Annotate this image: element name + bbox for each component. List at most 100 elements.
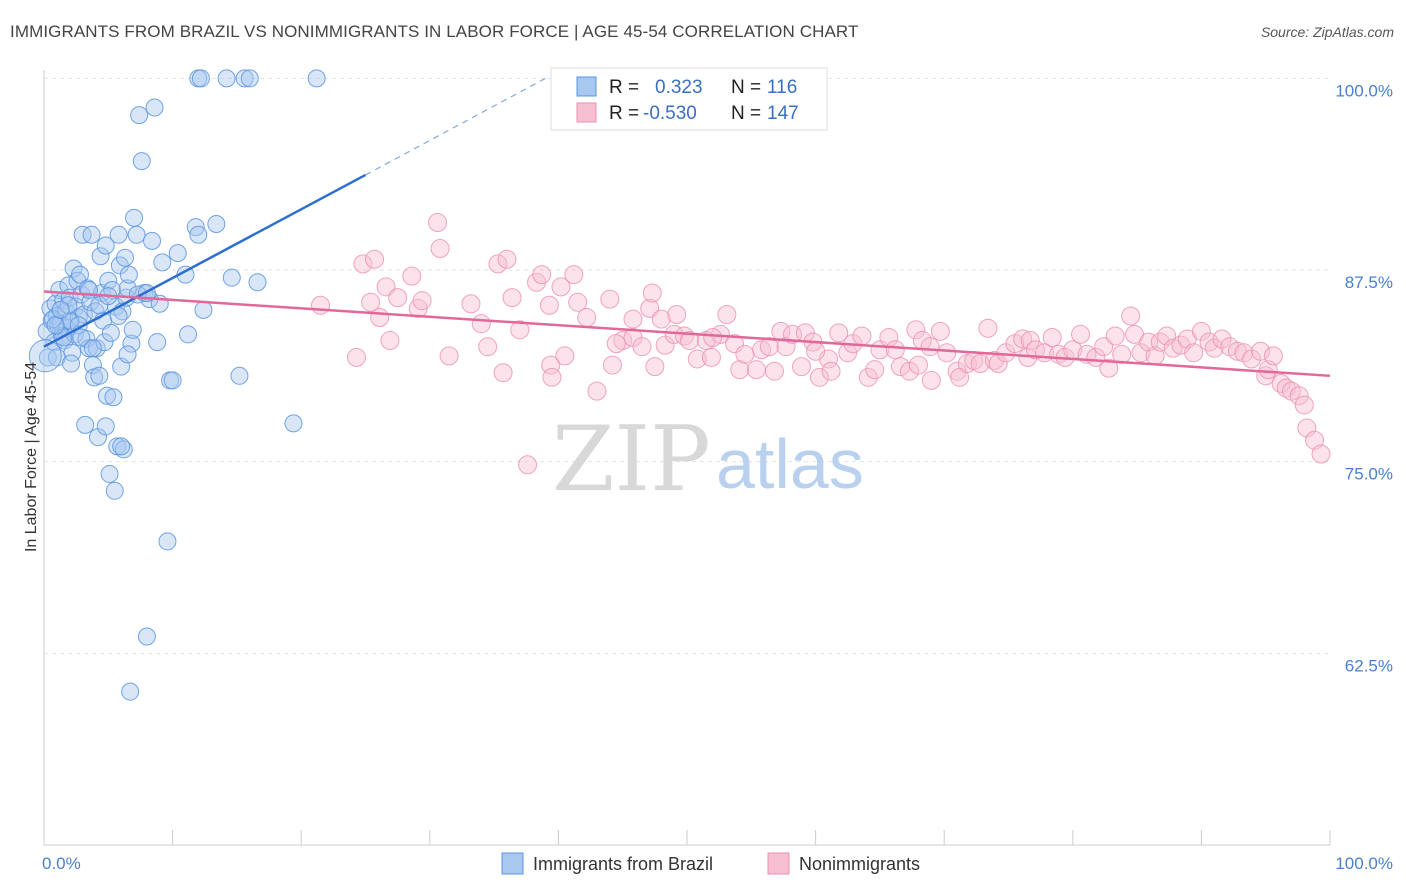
legend-swatch-pink: [576, 102, 597, 123]
legend-swatch-pink: [767, 852, 790, 875]
data-point-nonimmigrants: [746, 360, 766, 380]
data-point-immigrants-from-brazil: [100, 464, 119, 483]
data-point-immigrants-from-brazil: [123, 320, 142, 339]
data-point-immigrants-from-brazil: [122, 334, 141, 353]
data-point-nonimmigrants: [1289, 386, 1309, 406]
data-point-immigrants-from-brazil: [62, 354, 81, 373]
data-point-nonimmigrants: [471, 314, 491, 334]
legend-swatch-blue: [501, 852, 524, 875]
data-point-nonimmigrants: [1020, 331, 1040, 351]
data-point-nonimmigrants: [651, 309, 671, 329]
data-point-nonimmigrants: [1099, 358, 1119, 378]
data-point-immigrants-from-brazil: [143, 231, 162, 250]
data-point-immigrants-from-brazil: [179, 325, 198, 344]
data-point-immigrants-from-brazil: [207, 215, 226, 234]
data-point-nonimmigrants: [776, 337, 796, 357]
legend-r-label: R =: [609, 103, 639, 124]
data-point-nonimmigrants: [542, 367, 562, 387]
data-point-nonimmigrants: [730, 360, 750, 380]
data-point-nonimmigrants: [1184, 343, 1204, 363]
data-point-nonimmigrants: [1013, 329, 1033, 349]
data-point-immigrants-from-brazil: [90, 296, 109, 315]
data-point-immigrants-from-brazil: [73, 225, 92, 244]
source-label: Source: ZipAtlas.com: [1260, 24, 1394, 40]
data-point-nonimmigrants: [606, 334, 626, 354]
data-point-nonimmigrants: [497, 249, 517, 269]
data-point-nonimmigrants: [539, 295, 559, 315]
trend-line-immigrants-from-brazil: [43, 173, 367, 348]
data-point-nonimmigrants: [906, 320, 926, 340]
data-point-immigrants-from-brazil: [112, 437, 131, 456]
data-point-nonimmigrants: [687, 349, 707, 369]
data-point-immigrants-from-brazil: [99, 271, 118, 290]
data-point-nonimmigrants: [930, 321, 950, 341]
data-point-nonimmigrants: [555, 346, 575, 366]
data-point-nonimmigrants: [667, 304, 687, 324]
legend-n-value: 147: [767, 103, 799, 124]
data-point-nonimmigrants: [1071, 324, 1091, 344]
legend-r-value: -0.530: [643, 103, 697, 124]
x-tick-labels: 0.0% 100.0%: [42, 854, 1393, 873]
data-point-nonimmigrants: [353, 254, 373, 274]
series-nonimmigrants: [310, 212, 1331, 475]
data-point-nonimmigrants: [680, 331, 700, 351]
trend-line-nonimmigrants: [43, 290, 1331, 378]
data-point-nonimmigrants: [1311, 444, 1331, 464]
data-point-nonimmigrants: [821, 361, 841, 381]
legend-n-label: N =: [731, 103, 761, 124]
data-point-immigrants-from-brazil: [71, 265, 90, 284]
data-point-immigrants-from-brazil: [96, 236, 115, 255]
data-point-nonimmigrants: [1294, 395, 1314, 415]
data-point-nonimmigrants: [380, 331, 400, 351]
legend-series-label: Nonimmigrants: [799, 854, 920, 874]
data-point-nonimmigrants: [829, 323, 849, 343]
data-point-immigrants-from-brazil: [168, 244, 187, 263]
data-point-nonimmigrants: [439, 346, 459, 366]
data-point-nonimmigrants: [430, 239, 450, 259]
data-point-immigrants-from-brazil: [163, 371, 182, 390]
watermark-zip: ZIP: [552, 407, 711, 512]
data-point-nonimmigrants: [402, 266, 422, 286]
data-point-immigrants-from-brazil: [83, 339, 102, 358]
data-point-immigrants-from-brazil: [121, 682, 140, 701]
data-point-immigrants-from-brazil: [284, 414, 303, 433]
trend-lines: [43, 77, 1331, 378]
data-point-immigrants-from-brazil: [109, 225, 128, 244]
data-point-nonimmigrants: [717, 304, 737, 324]
data-point-nonimmigrants: [361, 292, 381, 312]
data-point-nonimmigrants: [1191, 321, 1211, 341]
y-tick-label: 75.0%: [1345, 465, 1393, 484]
data-point-nonimmigrants: [645, 357, 665, 377]
data-point-nonimmigrants: [493, 363, 513, 383]
data-point-nonimmigrants: [602, 355, 622, 375]
grid-lines: [44, 77, 1330, 654]
data-point-nonimmigrants: [921, 370, 941, 390]
data-point-immigrants-from-brazil: [217, 69, 236, 88]
legend-swatch-blue: [576, 76, 597, 97]
data-point-nonimmigrants: [752, 340, 772, 360]
data-point-nonimmigrants: [759, 337, 779, 357]
data-point-immigrants-from-brazil: [72, 328, 91, 347]
data-point-nonimmigrants: [1212, 329, 1232, 349]
data-point-immigrants-from-brazil: [148, 333, 167, 352]
x-axis-ticks: [43, 830, 1331, 845]
data-point-immigrants-from-brazil: [153, 253, 172, 272]
data-point-immigrants-from-brazil: [95, 333, 114, 352]
data-point-immigrants-from-brazil: [101, 323, 120, 342]
data-point-immigrants-from-brazil: [125, 208, 144, 227]
data-point-nonimmigrants: [365, 249, 385, 269]
data-point-immigrants-from-brazil: [82, 225, 101, 244]
data-point-nonimmigrants: [1234, 343, 1254, 363]
series-immigrants-from-brazil: [28, 69, 326, 701]
data-point-nonimmigrants: [978, 318, 998, 338]
y-tick-label: 62.5%: [1345, 656, 1393, 675]
data-point-nonimmigrants: [735, 344, 755, 364]
data-point-nonimmigrants: [1105, 326, 1125, 346]
data-point-immigrants-from-brazil: [118, 345, 137, 364]
data-point-nonimmigrants: [852, 326, 872, 346]
data-point-nonimmigrants: [1157, 326, 1177, 346]
data-point-nonimmigrants: [541, 355, 561, 375]
data-point-nonimmigrants: [600, 289, 620, 309]
legend-r-value: 0.323: [655, 77, 703, 98]
